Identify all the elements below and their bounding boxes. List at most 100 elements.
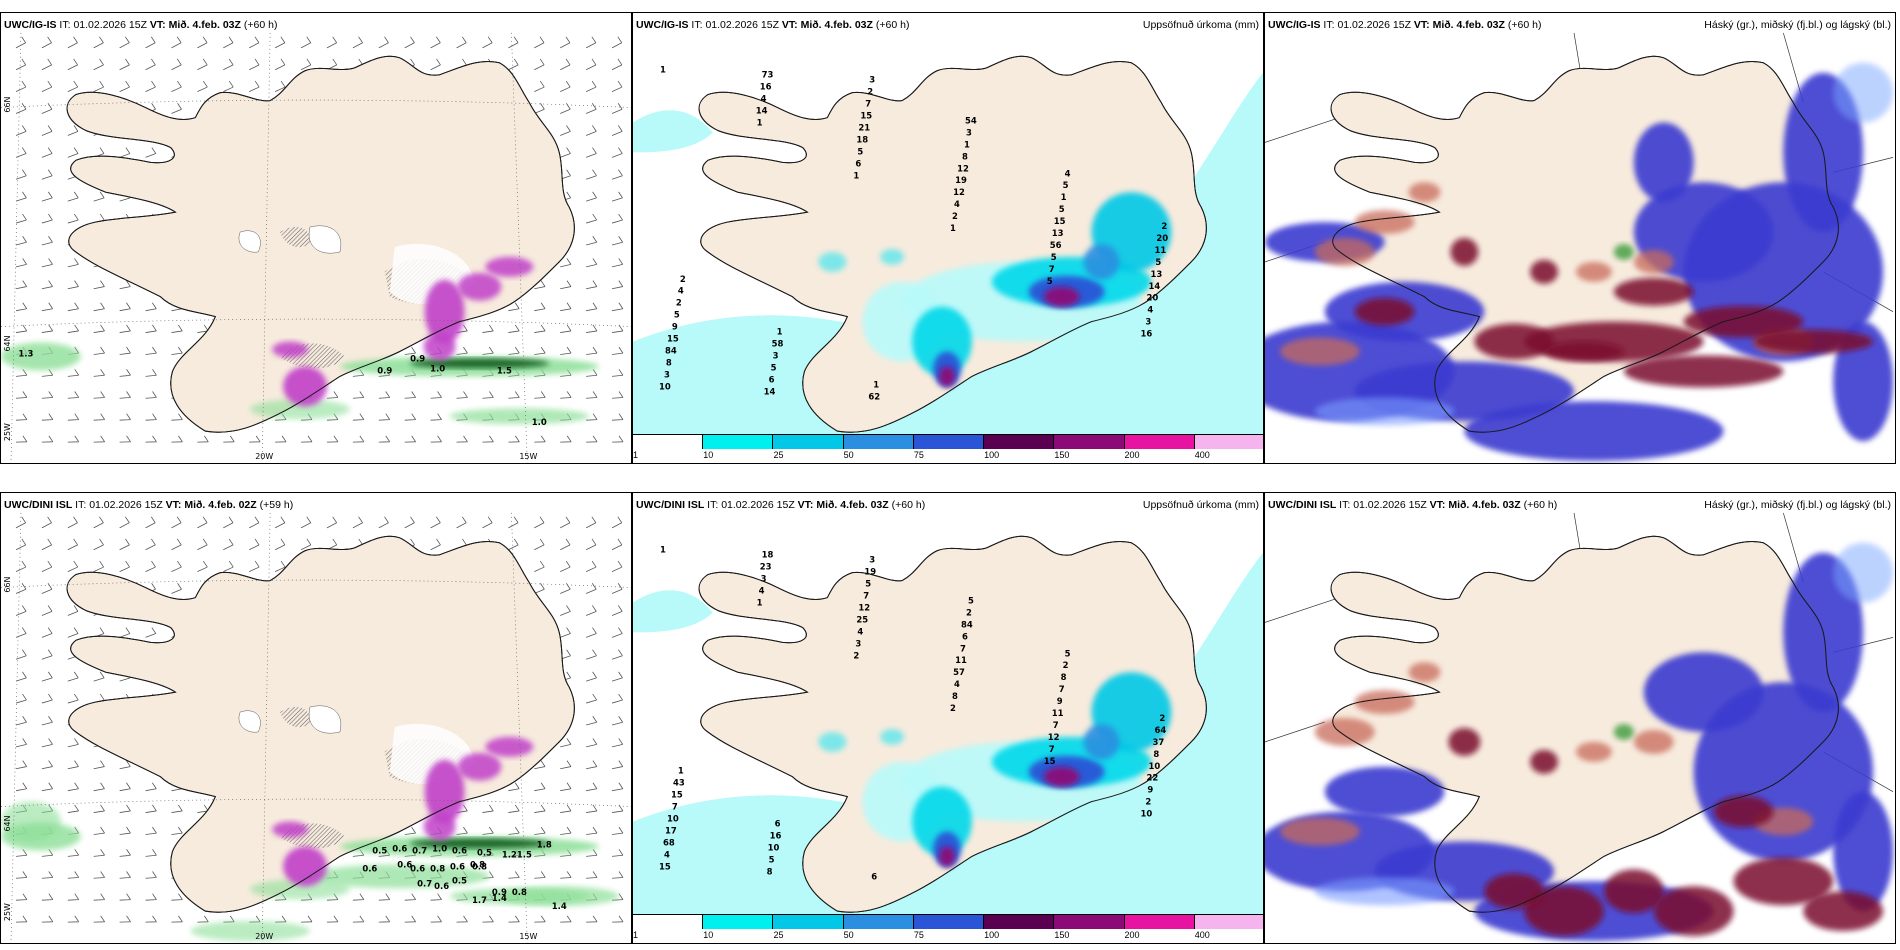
high-cloud [1683, 305, 1804, 338]
wind-barb [560, 36, 571, 49]
wind-barb [67, 391, 80, 399]
precip-amount-label: 5 [857, 146, 863, 156]
wind-barb [171, 516, 182, 529]
precip-amount-label: 15 [671, 790, 683, 800]
wind-barb [326, 58, 338, 71]
vt-label: VT: [781, 19, 798, 31]
snow-core [457, 752, 502, 781]
wind-barb [145, 627, 157, 638]
precip-core [939, 846, 955, 867]
wind-barb [611, 516, 623, 529]
field-title: Uppsöfnuð úrkoma (mm) [1142, 19, 1259, 31]
wind-barb [41, 893, 54, 901]
wind-barb [93, 302, 105, 312]
precip-amount-label: 84 [665, 345, 677, 355]
wind-barb [119, 280, 131, 290]
wind-barb [534, 871, 546, 879]
wind-barb [534, 516, 545, 529]
high-cloud [1524, 886, 1604, 937]
wind-barb [456, 435, 468, 443]
wind-barb [534, 302, 546, 312]
precip-amount-label: 2 [952, 211, 958, 221]
wind-barb [404, 391, 416, 399]
wind-barb [534, 826, 546, 835]
wind-barb [611, 302, 624, 312]
wind-barb [15, 738, 27, 748]
precip-amount-label: 58 [772, 339, 784, 349]
wind-barb [197, 538, 208, 551]
wind-barb [119, 302, 131, 312]
wind-barb [585, 560, 597, 573]
precip-amount-label: 2 [1159, 713, 1165, 723]
precip-amount-label: 11 [955, 655, 967, 665]
precip-band [190, 921, 311, 942]
wind-barb [352, 915, 365, 923]
panel-ig-clouds: UWC/IG-IS IT: 01.02.2026 15Z VT: Mið. 4.… [1264, 12, 1896, 464]
model-name: UWC/IG-IS [4, 19, 57, 31]
wind-barb [41, 147, 53, 158]
precip-amount-label: 18 [762, 550, 774, 560]
precip-core [409, 358, 550, 369]
wind-barb [15, 560, 27, 573]
field-title: Uppsöfnuð úrkoma (mm) [1142, 499, 1259, 511]
axis-label-lon25: 25W [3, 423, 12, 441]
snow-area [238, 710, 261, 733]
precip-amount-label: 4 [761, 94, 767, 104]
wind-barb [611, 583, 623, 594]
wind-barb [15, 58, 27, 71]
wind-barb [274, 58, 286, 71]
wind-barb [560, 324, 572, 333]
wind-barb [612, 826, 624, 835]
precip-area [633, 110, 713, 153]
precip-amount-label: 57 [953, 667, 965, 677]
wind-barb [197, 80, 208, 93]
mid-cloud [1576, 261, 1612, 282]
wind-barb [560, 583, 571, 594]
wind-barb [508, 804, 520, 813]
precip-amount-label: 22 [1146, 773, 1158, 783]
wind-barb [585, 80, 597, 93]
wind-barb [41, 258, 53, 268]
colorbar-swatch [633, 915, 704, 929]
axis-label-lon25: 25W [3, 903, 12, 921]
precip-amount-label: 8 [666, 357, 672, 367]
wind-speed-label: 0.8 [470, 859, 485, 869]
precip-band [1, 342, 81, 371]
precip-amount-label: 20 [1146, 293, 1158, 303]
vt-label: VT: [149, 19, 166, 31]
wind-speed-label: 1.4 [552, 901, 567, 911]
high-cloud [1603, 869, 1664, 914]
colorbar-tick-label: 400 [1194, 450, 1210, 460]
wind-barb [197, 915, 209, 923]
precip-amount-label: 1 [1061, 192, 1067, 202]
snow-area [238, 230, 261, 253]
wind-barb [534, 760, 546, 770]
vt-label: VT: [165, 499, 182, 511]
mid-cloud [1408, 182, 1441, 203]
colorbar-tick-label: 400 [1194, 930, 1210, 940]
wind-barb [430, 915, 442, 923]
snow-core [457, 272, 502, 301]
wind-barb [171, 538, 182, 551]
wind-barb [404, 36, 415, 49]
wind-barb [326, 36, 338, 49]
wind-barb [274, 560, 286, 573]
low-cloud [1314, 397, 1455, 426]
wind-barb [171, 346, 183, 355]
wind-barb [404, 893, 417, 901]
precip-amount-label: 23 [760, 562, 772, 572]
wind-barb [197, 58, 208, 71]
precip-amount-label: 62 [868, 391, 880, 401]
wind-barb [611, 649, 623, 660]
wind-barb [534, 391, 546, 399]
wind-barb [611, 191, 623, 202]
wind-barb [611, 169, 623, 180]
precip-amount-label: 8 [962, 151, 968, 161]
wind-barb [41, 782, 53, 792]
precip-amount-label: 54 [965, 116, 977, 126]
wind-barb [119, 627, 131, 638]
model-name: UWC/IG-IS [636, 19, 689, 31]
precip-band [499, 886, 620, 907]
wind-barb [41, 413, 54, 421]
wind-barb [93, 804, 105, 813]
